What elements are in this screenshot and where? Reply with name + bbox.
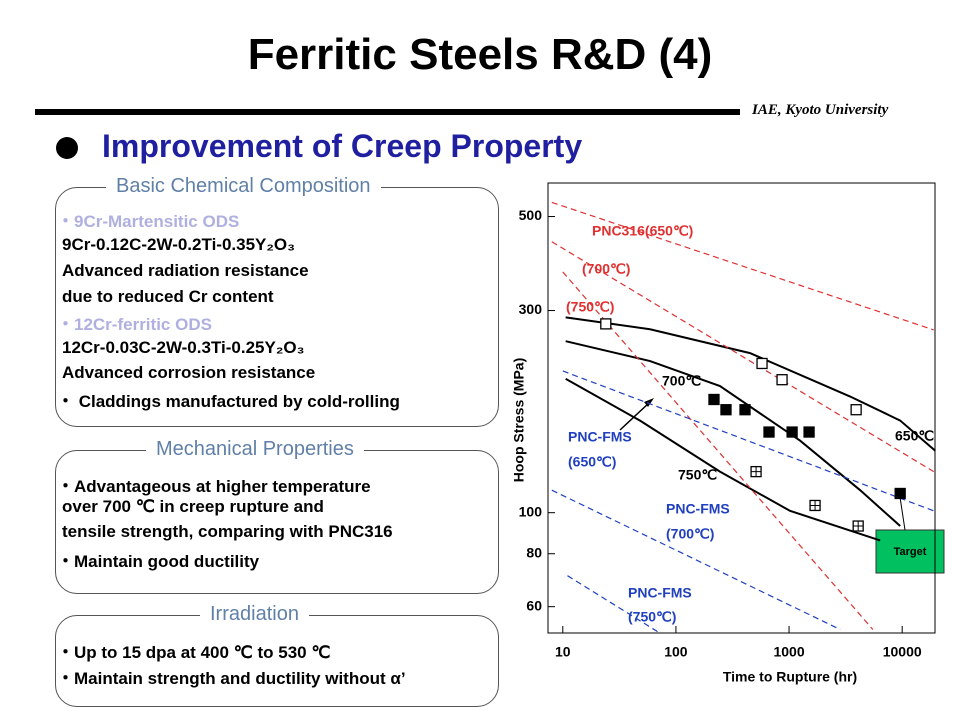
item: Advanced corrosion resistance [62, 363, 316, 382]
curve [565, 377, 881, 542]
point-cross [810, 500, 821, 511]
point [786, 426, 798, 438]
plot-frame [547, 182, 936, 634]
section-title: Basic Chemical Composition [106, 175, 381, 198]
item: ・9Cr-Martensitic ODS [57, 212, 240, 231]
section-title: Mechanical Properties [146, 438, 364, 461]
point-cross [853, 521, 864, 532]
item: ・Maintain strength and ductility without… [57, 669, 406, 688]
curve [551, 201, 934, 331]
annotation: PNC-FMS [628, 585, 692, 601]
annotation: 750℃ [678, 467, 717, 483]
point [739, 404, 751, 416]
item: tensile strength, comparing with PNC316 [62, 522, 393, 541]
curve [562, 370, 934, 512]
annotation: 700℃ [662, 373, 701, 389]
heading: Improvement of Creep Property [102, 128, 583, 164]
item: over 700 ℃ in creep rupture and [62, 497, 324, 516]
item: ・Advantageous at higher temperature [57, 477, 371, 496]
target-box [875, 529, 945, 574]
x-tick-label: 1000 [773, 644, 804, 660]
slide-title: Ferritic Steels R&D (4) [247, 30, 713, 79]
point [600, 318, 612, 330]
curve [562, 271, 874, 630]
annotation: (750℃) [628, 609, 676, 625]
point [708, 393, 720, 406]
annotation: PNC316(650℃) [592, 223, 693, 239]
y-tick-label: 80 [526, 544, 542, 560]
curve [565, 316, 936, 452]
point [894, 487, 906, 500]
x-tick-label: 10 [555, 644, 571, 660]
x-tick-label: 10000 [883, 644, 922, 660]
title-rule [35, 109, 740, 115]
item: due to reduced Cr content [62, 287, 274, 306]
annotation: (700℃) [666, 526, 714, 542]
curve [551, 241, 935, 473]
section-title: Irradiation [200, 603, 309, 626]
point [776, 374, 788, 386]
y-tick-label: 500 [519, 207, 543, 223]
annotation: 650℃ [895, 428, 934, 444]
item: ・12Cr-ferritic ODS [57, 315, 212, 334]
annotation: Target [894, 546, 927, 558]
y-axis-label: Hoop Stress (MPa) [511, 358, 527, 482]
annotation: (650℃) [568, 454, 616, 470]
item: 12Cr-0.03C-2W-0.3Ti-0.25Y₂O₃ [62, 338, 305, 357]
point [763, 426, 775, 438]
item: ・Maintain good ductility [57, 552, 260, 571]
affiliation: IAE, Kyoto University [752, 102, 889, 118]
annotation: PNC-FMS [568, 429, 632, 445]
item: ・Up to 15 dpa at 400 ℃ to 530 ℃ [57, 643, 331, 662]
point [720, 404, 732, 416]
y-tick-label: 300 [519, 301, 543, 317]
curve [567, 575, 661, 634]
annotation: (750℃) [566, 299, 614, 315]
arrow-head [644, 398, 654, 407]
y-tick-label: 60 [526, 597, 542, 613]
point [850, 404, 862, 416]
item: 9Cr-0.12C-2W-0.2Ti-0.35Y₂O₃ [62, 235, 296, 254]
curve [565, 340, 901, 527]
item: Advanced radiation resistance [62, 261, 309, 280]
point [803, 426, 815, 438]
item: ・ Claddings manufactured by cold-rolling [57, 392, 400, 411]
y-tick-label: 100 [519, 503, 543, 519]
annotation: PNC-FMS [666, 501, 730, 517]
x-tick-label: 100 [664, 644, 688, 660]
annotation: (700℃) [582, 261, 630, 277]
x-axis-label: Time to Rupture (hr) [723, 669, 857, 685]
curve [551, 489, 841, 631]
label-arrow [619, 401, 651, 431]
point [756, 357, 768, 370]
point-cross [751, 466, 762, 477]
target-connector [899, 496, 906, 531]
bullet [56, 137, 78, 159]
